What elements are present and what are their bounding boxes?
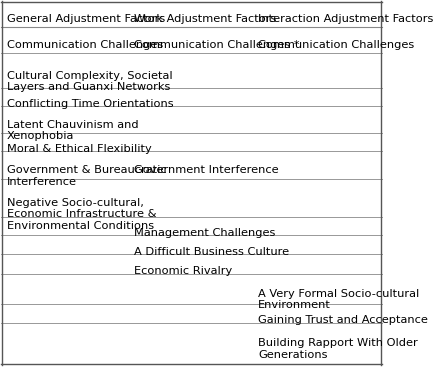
Text: Moral & Ethical Flexibility: Moral & Ethical Flexibility [7,144,152,154]
Text: Cultural Complexity, Societal
Layers and Guanxi Networks: Cultural Complexity, Societal Layers and… [7,70,173,92]
Text: Communication Challenges: Communication Challenges [258,40,414,50]
Text: A Very Formal Socio-cultural
Environment: A Very Formal Socio-cultural Environment [258,289,419,310]
Text: Gaining Trust and Acceptance: Gaining Trust and Acceptance [258,315,428,326]
Text: Government & Bureaucratic
Interference: Government & Bureaucratic Interference [7,165,167,187]
Text: Management Challenges: Management Challenges [134,228,276,238]
Text: Economic Rivalry: Economic Rivalry [134,266,233,276]
Text: Work Adjustment Factors: Work Adjustment Factors [134,14,277,24]
Text: A Difficult Business Culture: A Difficult Business Culture [134,247,289,257]
Text: Latent Chauvinism and
Xenophobia: Latent Chauvinism and Xenophobia [7,120,139,141]
Text: Negative Socio-cultural,
Economic Infrastructure &
Environmental Conditions: Negative Socio-cultural, Economic Infras… [7,198,157,231]
Text: Communication Challenges *: Communication Challenges * [134,40,300,50]
Text: Conflicting Time Orientations: Conflicting Time Orientations [7,99,173,109]
Text: Building Rapport With Older
Generations: Building Rapport With Older Generations [258,338,418,360]
Text: Government Interference: Government Interference [134,165,279,175]
Text: Communication Challenges: Communication Challenges [7,40,163,50]
Text: General Adjustment Factors: General Adjustment Factors [7,14,165,24]
Text: Interaction Adjustment Factors: Interaction Adjustment Factors [258,14,434,24]
